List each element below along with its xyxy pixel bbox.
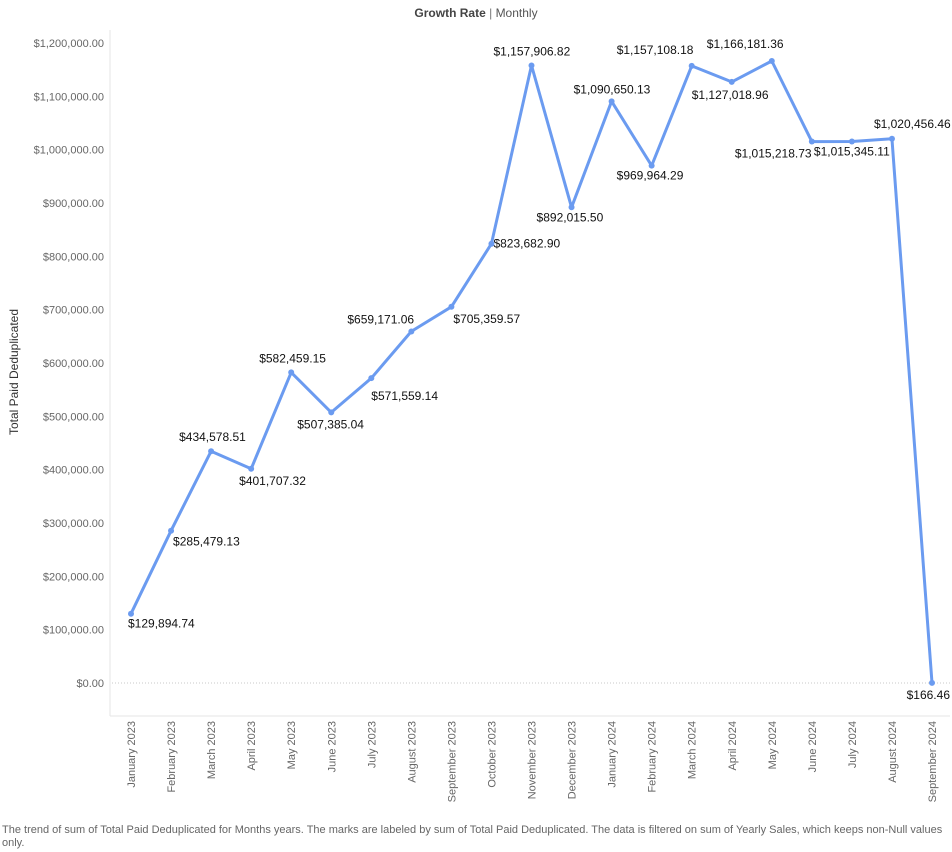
data-label: $1,166,181.36 (707, 37, 784, 51)
data-point (128, 610, 134, 617)
data-label: $1,127,018.96 (692, 88, 769, 102)
y-tick-label: $1,100,000.00 (34, 91, 104, 103)
data-label: $1,090,650.13 (574, 82, 651, 96)
x-tick-label: September 2023 (446, 721, 458, 802)
x-tick-label: February 2024 (647, 721, 659, 793)
data-point (488, 240, 495, 247)
data-label: $434,578.51 (179, 430, 246, 444)
x-tick-label: October 2023 (486, 721, 498, 788)
data-point (208, 448, 215, 455)
data-point (808, 138, 815, 145)
x-tick-label: July 2023 (366, 721, 378, 768)
x-tick-label: February 2023 (166, 721, 178, 793)
data-label: $1,020,456.46 (874, 117, 951, 131)
line-chart: $0.00 $100,000.00 $200,000.00 $300,000.00 $4… (7, 30, 951, 802)
data-point (888, 135, 895, 142)
x-tick-label: March 2024 (687, 721, 699, 779)
y-tick-label: $600,000.00 (43, 358, 104, 370)
data-point (528, 62, 535, 69)
x-tick-label: April 2024 (727, 721, 739, 771)
x-tick-label: April 2023 (246, 721, 258, 771)
x-tick-label: January 2024 (607, 721, 619, 788)
x-tick-label: August 2024 (887, 721, 899, 783)
y-tick-label: $300,000.00 (43, 518, 104, 530)
y-axis: $0.00 $100,000.00 $200,000.00 $300,000.00 $4… (34, 30, 950, 716)
data-label: $401,707.32 (239, 474, 306, 488)
x-tick-label: January 2023 (126, 721, 138, 788)
data-point (929, 679, 935, 686)
x-tick-label: August 2023 (406, 721, 418, 783)
data-label: $969,964.29 (617, 169, 684, 183)
data-label: $659,171.06 (347, 312, 414, 326)
y-tick-label: $400,000.00 (43, 465, 104, 477)
data-label: $129,894.74 (128, 617, 195, 631)
x-tick-label: September 2024 (927, 721, 939, 802)
chart-title-main: Growth Rate (414, 6, 486, 20)
x-tick-label: May 2023 (286, 721, 298, 769)
data-label: $166.46 (907, 688, 951, 702)
y-tick-label: $1,000,000.00 (34, 145, 104, 157)
x-tick-label: July 2024 (847, 721, 859, 768)
y-tick-label: $700,000.00 (43, 305, 104, 317)
data-label: $571,559.14 (371, 389, 438, 403)
data-label: $1,015,345.11 (814, 144, 890, 158)
x-tick-label: March 2023 (206, 721, 218, 779)
data-label: $892,015.50 (537, 210, 604, 224)
chart-title: Growth Rate | Monthly (0, 6, 952, 20)
y-tick-label: $100,000.00 (43, 625, 104, 637)
data-point (688, 62, 695, 69)
data-point (328, 409, 335, 416)
chart-title-separator: | (489, 6, 493, 20)
x-tick-label: June 2023 (326, 721, 338, 772)
y-axis-label: Total Paid Deduplicated (7, 309, 21, 435)
y-tick-label: $800,000.00 (43, 251, 104, 263)
y-tick-label: $200,000.00 (43, 571, 104, 583)
x-axis: January 2023 February 2023 March 2023 April… (110, 715, 950, 802)
data-point (728, 78, 735, 85)
data-point (848, 138, 855, 145)
data-point (568, 204, 575, 211)
data-point (768, 58, 775, 65)
data-label: $1,157,906.82 (494, 44, 571, 58)
x-tick-label: December 2023 (567, 721, 579, 799)
data-point (288, 369, 295, 376)
x-tick-label: May 2024 (767, 721, 779, 769)
series-line (129, 59, 934, 685)
data-label: $1,015,218.73 (735, 147, 812, 161)
plot-area: $129,894.74 $285,479.13 $434,578.51 $401,70… (128, 37, 951, 702)
data-point (648, 162, 655, 169)
data-label: $507,385.04 (297, 417, 364, 431)
data-label: $285,479.13 (173, 535, 240, 549)
data-point (408, 328, 415, 335)
data-point (448, 303, 455, 310)
data-point (368, 375, 375, 382)
chart-title-sub: Monthly (495, 6, 538, 20)
data-label: $705,359.57 (453, 312, 520, 326)
y-tick-label: $1,200,000.00 (34, 38, 104, 50)
x-tick-label: June 2024 (807, 721, 819, 772)
data-label: $1,157,108.18 (617, 43, 694, 57)
data-point (608, 98, 615, 105)
data-point (248, 465, 255, 472)
y-tick-label: $900,000.00 (43, 198, 104, 210)
data-label: $582,459.15 (259, 351, 326, 365)
y-tick-label: $0.00 (76, 678, 104, 690)
data-point (168, 527, 175, 534)
y-tick-label: $500,000.00 (43, 411, 104, 423)
chart-caption: The trend of sum of Total Paid Deduplica… (2, 824, 943, 849)
x-tick-label: November 2023 (527, 721, 539, 799)
data-label: $823,682.90 (493, 237, 560, 251)
